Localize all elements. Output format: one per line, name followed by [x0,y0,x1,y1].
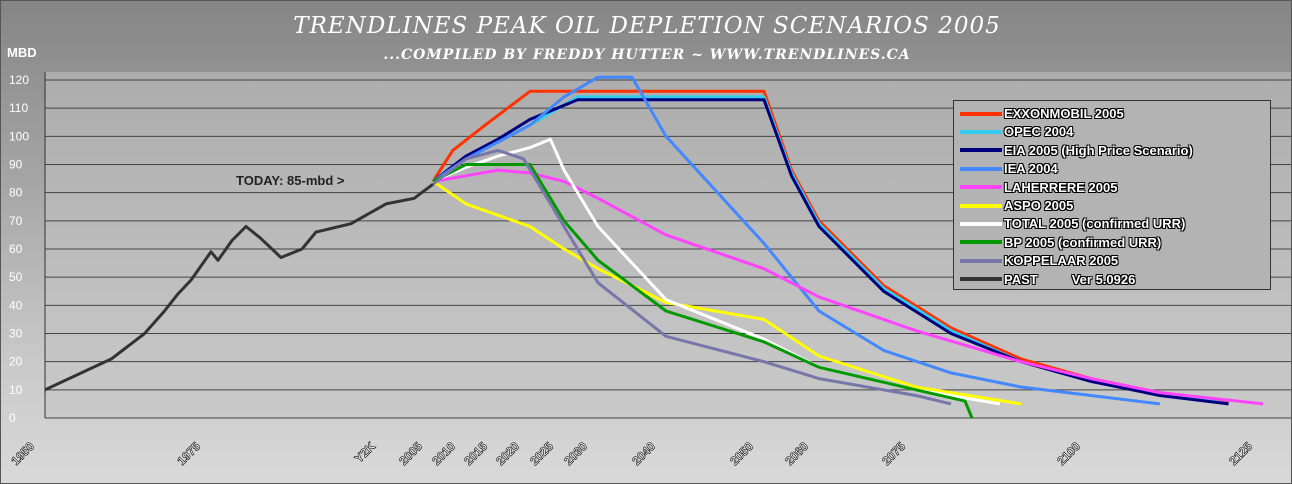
version-label: Ver 5.0926 [1071,271,1136,287]
y-tick-label: 100 [9,129,29,143]
legend-label: IEA 2004 [1004,161,1058,177]
x-tick-label: 2030 [561,439,590,468]
y-tick-label: 120 [9,73,29,87]
legend-item: EIA 2005 (High Price Scenario) [960,142,1193,159]
legend-item: TOTAL 2005 (confirmed URR) [960,215,1185,232]
legend-label: ASPO 2005 [1004,198,1074,213]
x-tick-label: 2100 [1054,439,1083,468]
chart-subtitle: ...COMPILED BY FREDDY HUTTER ~ WWW.TREND… [383,47,911,63]
legend-swatch [960,129,1002,134]
y-tick-label: 40 [9,298,23,312]
series-line-aspo-2005 [432,180,1022,406]
legend-label: TOTAL 2005 (confirmed URR) [1004,216,1186,232]
legend-label: KOPPELAAR 2005 [1004,253,1119,269]
legend-item: LAHERRERE 2005 [960,179,1117,196]
legend-item: IEA 2004 [960,160,1058,177]
x-tick-label: 2050 [727,439,756,468]
legend-swatch [960,203,1002,208]
legend-label: EIA 2005 (High Price Scenario) [1004,142,1193,158]
legend-swatch [960,240,1002,245]
legend-item: OPEC 2004 [960,123,1073,140]
legend-swatch [960,221,1002,226]
x-tick-label: Y2K [352,439,379,466]
series-line-koppelaar-2005 [432,148,952,406]
y-tick-label: 110 [9,101,28,115]
y-tick-label: 70 [9,214,23,228]
y-tick-label: 50 [9,270,23,284]
legend-swatch [960,258,1002,263]
series-line-bp-2005-confirmed-urr- [432,163,974,419]
x-tick-label: 2020 [493,439,522,468]
legend-item: ASPO 2005 [960,197,1073,214]
legend-label: BP 2005 (confirmed URR) [1004,234,1162,250]
y-tick-label: 10 [9,383,23,397]
x-tick-label: 2040 [629,439,658,468]
legend-item: KOPPELAAR 2005 [960,252,1118,269]
series-line-laherrere-2005 [432,168,1264,406]
chart-title: TRENDLINES PEAK OIL DEPLETION SCENARIOS … [293,13,1001,39]
x-tick-label: 2005 [396,439,425,468]
y-tick-label: 90 [9,158,23,172]
legend-swatch [960,111,1002,116]
legend-label: PAST [1004,271,1038,287]
y-tick-label: 20 [9,355,23,369]
legend-swatch [960,185,1002,190]
legend-label: EXXONMOBIL 2005 [1004,106,1124,121]
x-tick-label: 2025 [527,439,556,468]
y-axis-label: MBD [7,45,37,60]
x-tick-label: 1975 [174,439,203,468]
x-tick-label: 2075 [879,439,908,468]
x-tick-label: 2125 [1226,439,1255,468]
chart-legend: EXXONMOBIL 2005 OPEC 2004 EIA 2005 (High P… [953,100,1271,290]
legend-swatch [960,166,1002,171]
y-tick-label: 30 [9,327,23,341]
legend-item: EXXONMOBIL 2005 [960,105,1124,122]
y-tick-label: 60 [9,242,23,256]
series-line-past [44,182,434,392]
y-tick-label: 0 [9,411,16,425]
legend-swatch [960,277,1002,282]
legend-item: PAST Ver 5.0926 [960,271,1135,288]
x-tick-label: 2015 [461,439,490,468]
legend-item: BP 2005 (confirmed URR) [960,234,1161,251]
legend-label: LAHERRERE 2005 [1004,179,1118,195]
x-tick-label: 2060 [782,439,811,468]
x-tick-label: 2010 [429,439,458,468]
x-tick-label: 1950 [8,439,37,468]
series-line-iea-2004 [432,75,1160,406]
series-line-eia-2005-high-price-scenario- [432,98,1229,406]
today-annotation: TODAY: 85-mbd > [236,173,345,188]
y-tick-label: 80 [9,186,23,200]
legend-label: OPEC 2004 [1004,124,1074,140]
legend-swatch [960,148,1002,153]
